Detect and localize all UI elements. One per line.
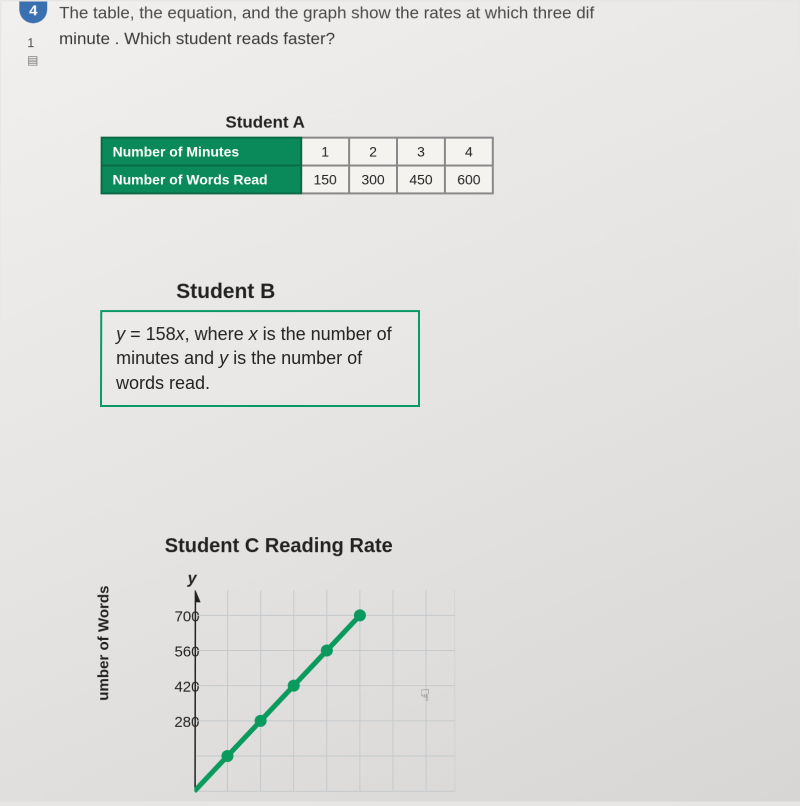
student-b-equation-box: y = 158x, where x is the number of minut… xyxy=(100,310,420,407)
table-cell: 3 xyxy=(397,138,445,166)
table-row: Number of Minutes 1 2 3 4 xyxy=(102,138,493,166)
eq-y: y xyxy=(116,324,125,344)
question-text-line2: minute . Which student reads faster? xyxy=(59,29,335,49)
row-header-minutes: Number of Minutes xyxy=(102,138,302,166)
y-axis-letter: y xyxy=(188,570,197,588)
student-c-chart: y umber of Words 700 560 420 280 xyxy=(109,570,470,801)
chart-point xyxy=(255,715,267,727)
comment-icon: ▤ xyxy=(27,53,38,67)
chart-point xyxy=(288,680,300,692)
eq-mid: = 158 xyxy=(125,324,176,344)
chart-grid xyxy=(194,590,455,791)
eq-y2: y xyxy=(219,348,228,368)
y-tick-label: 420 xyxy=(149,679,199,696)
table-cell: 4 xyxy=(445,138,493,166)
student-c-title: Student C Reading Rate xyxy=(165,535,393,558)
eq-x2: x xyxy=(249,324,258,344)
table-row: Number of Words Read 150 300 450 600 xyxy=(102,166,493,194)
table-cell: 150 xyxy=(301,166,349,194)
question-text-line1: The table, the equation, and the graph s… xyxy=(59,3,594,23)
student-a-table: Number of Minutes 1 2 3 4 Number of Word… xyxy=(101,137,494,195)
y-tick-label: 700 xyxy=(150,608,200,625)
y-axis-label: umber of Words xyxy=(95,586,112,701)
chart-point xyxy=(321,644,333,656)
cursor-icon: ☟ xyxy=(420,686,430,706)
eq-x: x xyxy=(176,324,185,344)
chart-svg xyxy=(194,590,455,801)
question-number-badge: 4 xyxy=(19,1,47,23)
student-a-title: Student A xyxy=(225,113,304,133)
table-cell: 1 xyxy=(301,138,349,166)
chart-line xyxy=(194,615,360,791)
chart-point xyxy=(354,609,366,621)
y-axis-arrow xyxy=(194,590,200,602)
table-cell: 450 xyxy=(397,166,445,194)
y-tick-label: 560 xyxy=(149,643,199,660)
student-b-title: Student B xyxy=(176,280,275,304)
table-cell: 2 xyxy=(349,138,397,166)
row-header-words: Number of Words Read xyxy=(102,166,302,194)
table-cell: 600 xyxy=(445,166,493,194)
table-cell: 300 xyxy=(349,166,397,194)
y-tick-label: 280 xyxy=(149,714,199,731)
eq-rest1: , where xyxy=(185,324,249,344)
chart-point xyxy=(221,750,233,762)
sub-number: 1 xyxy=(27,35,34,50)
